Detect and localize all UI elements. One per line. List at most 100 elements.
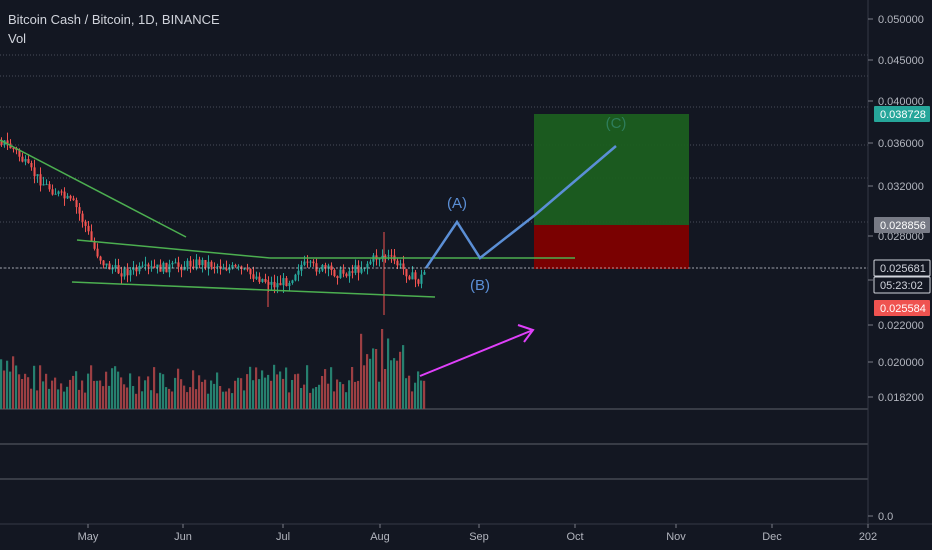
volume-bar	[252, 380, 255, 409]
candle-body	[288, 283, 291, 286]
volume-bar	[165, 387, 168, 409]
wave-label-3: (C)	[606, 115, 627, 132]
volume-bar	[84, 392, 87, 409]
time-tick-label: Aug	[370, 531, 390, 543]
candle-body	[153, 266, 156, 268]
candle-body	[210, 261, 213, 267]
volume-bar	[3, 370, 6, 409]
candle-body	[60, 191, 63, 193]
candle-body	[306, 261, 309, 263]
candle-body	[189, 260, 192, 267]
volume-bar	[306, 365, 309, 409]
candlesticks	[0, 132, 426, 315]
volume-bar	[183, 385, 186, 409]
volume-bar	[366, 354, 369, 409]
volume-bar	[186, 392, 189, 409]
candle-body	[399, 263, 402, 266]
candle-body	[123, 268, 126, 277]
candle-body	[333, 270, 336, 277]
volume-bar	[144, 380, 147, 409]
candle-body	[396, 260, 399, 266]
candle-body	[141, 265, 144, 267]
volume-bar	[246, 374, 249, 409]
candle-body	[42, 184, 45, 186]
candle-body	[48, 184, 51, 190]
candle-body	[36, 174, 39, 177]
candle-body	[150, 266, 153, 268]
candle-body	[165, 262, 168, 273]
candle-body	[408, 276, 411, 280]
candle-body	[204, 260, 207, 268]
volume-bar	[120, 377, 123, 409]
volume-bar	[207, 393, 210, 409]
volume-bar	[369, 358, 372, 409]
volume-bar	[282, 378, 285, 409]
time-tick-label: Nov	[666, 531, 686, 543]
price-badge	[874, 217, 930, 233]
candle-body	[381, 255, 384, 259]
candle-body	[321, 265, 324, 271]
candle-body	[243, 268, 246, 270]
price-badge	[873, 259, 931, 277]
candle-body	[264, 279, 267, 282]
volume-bar	[36, 390, 39, 409]
volume-bar	[72, 375, 75, 409]
candle-body	[108, 263, 111, 270]
volume-bar	[402, 345, 405, 409]
volume-bar	[417, 371, 420, 409]
volume-bar	[114, 366, 117, 409]
candle-body	[291, 280, 294, 283]
candle-body	[144, 264, 147, 266]
candle-body	[294, 274, 297, 281]
volume-bar	[192, 370, 195, 409]
price-badge-label: 0.025584	[880, 303, 926, 315]
candle-body	[354, 265, 357, 273]
volume-bar	[351, 367, 354, 409]
volume-bar	[87, 373, 90, 409]
price-tick-label: 0.018200	[878, 392, 924, 404]
volume-bar	[318, 384, 321, 409]
volume-bar	[384, 369, 387, 409]
time-tick-label: 202	[859, 531, 877, 543]
volume-bar	[273, 364, 276, 409]
price-badge-label: 0.025681	[880, 263, 926, 275]
candle-body	[369, 261, 372, 264]
volume-bar	[54, 377, 57, 409]
volume-bar	[213, 383, 216, 409]
volume-bar	[96, 380, 99, 409]
candle-body	[342, 269, 345, 274]
volume-bar	[0, 359, 3, 409]
volume-bar	[60, 383, 63, 409]
volume-bar	[162, 374, 165, 409]
volume-bar	[249, 366, 252, 409]
volume-bar	[39, 365, 42, 409]
candle-body	[66, 195, 69, 199]
volume-bar	[375, 349, 378, 409]
wave-projection-line	[424, 145, 617, 269]
volume-bar	[345, 392, 348, 409]
price-tick-label: 0.020000	[878, 357, 924, 369]
candle-body	[309, 261, 312, 263]
volume-bar	[291, 380, 294, 409]
volume-bar	[147, 376, 150, 409]
volume-bar	[21, 379, 24, 409]
candle-body	[195, 259, 198, 268]
volume-bar	[339, 381, 342, 409]
price-badge-label: 05:23:02	[880, 280, 923, 292]
candle-body	[420, 274, 423, 284]
volume-bar	[138, 376, 141, 409]
volume-bar	[390, 360, 393, 409]
candle-body	[93, 240, 96, 249]
volume-bar	[63, 391, 66, 409]
volume-bar	[156, 393, 159, 409]
volume-bar	[189, 387, 192, 409]
candle-body	[0, 140, 3, 145]
volume-bar	[9, 371, 12, 409]
volume-bar	[279, 371, 282, 409]
volume-bar	[45, 373, 48, 409]
price-badge-label: 0.028856	[880, 220, 926, 232]
candle-body	[156, 264, 159, 268]
volume-bar	[204, 379, 207, 409]
time-tick-label: Dec	[762, 531, 782, 543]
